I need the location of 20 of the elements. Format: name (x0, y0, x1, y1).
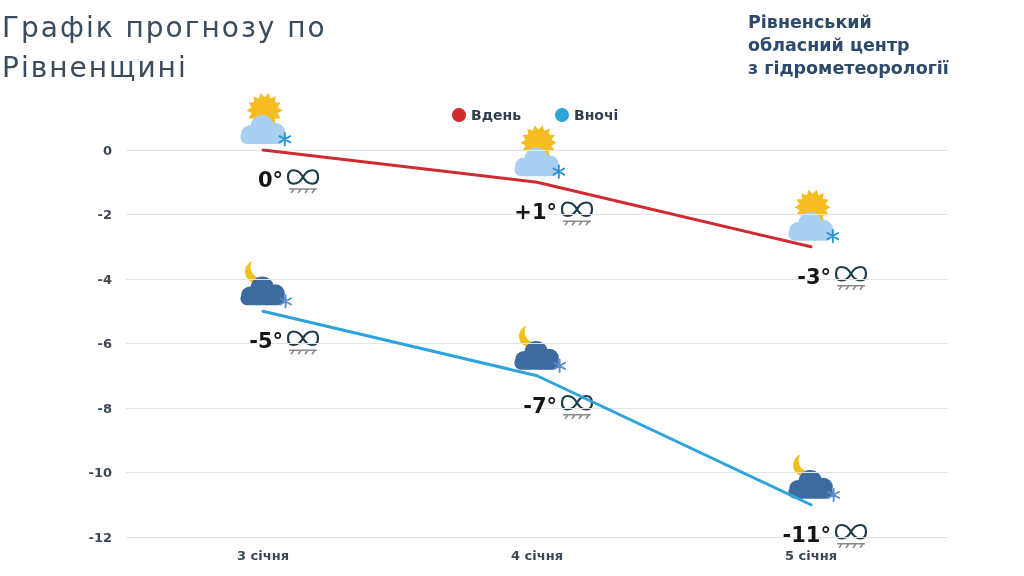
x-tick-label: 4 січня (511, 548, 563, 563)
y-tick-label: 0 (102, 142, 112, 158)
y-tick-label: -8 (97, 400, 112, 416)
text: Рівненський обласний центр з гідрометеорології (748, 11, 949, 80)
y-tick-label: -2 (97, 207, 112, 222)
data-label: -5° (249, 329, 283, 354)
y-tick-label: -4 (97, 271, 112, 287)
data-label: 0° (257, 168, 283, 192)
data-label: -7° (523, 393, 557, 418)
legend-label: Вдень (471, 107, 522, 123)
x-tick-label: 3 січня (237, 548, 289, 563)
data-label: -3° (797, 264, 831, 289)
y-tick-label: -10 (88, 465, 112, 480)
chart-title: Графік прогнозу по Рівненщині (2, 10, 328, 86)
annotation: +1° (514, 200, 557, 225)
x-tick-label: 5 січня (785, 548, 837, 563)
data-label: -11° (782, 522, 831, 547)
y-tick-label: -12 (88, 529, 112, 545)
y-tick-label: -6 (97, 336, 112, 351)
legend-label: Вночі (574, 107, 619, 123)
